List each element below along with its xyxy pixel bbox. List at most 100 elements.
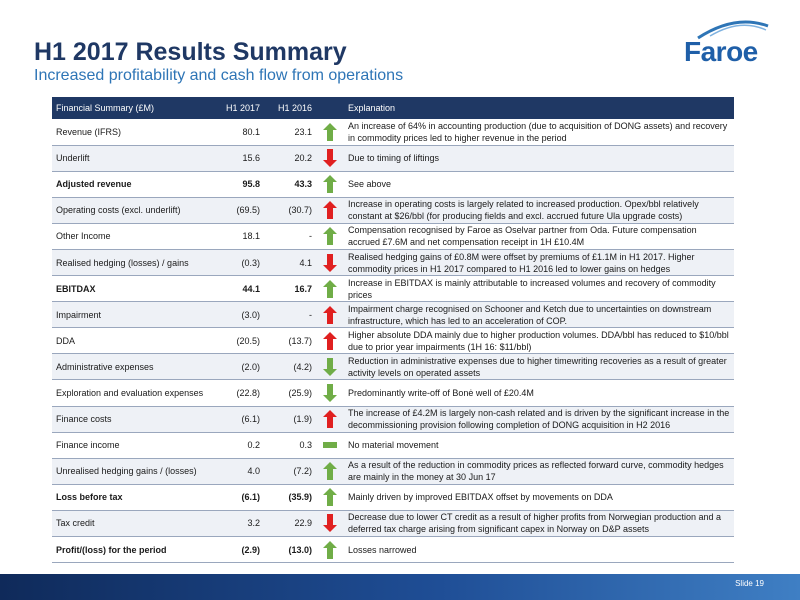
table-row: Loss before tax (6.1) (35.9) Mainly driven … [52, 484, 734, 511]
row-label: Underlift [52, 145, 212, 172]
arrow-up-icon [323, 201, 337, 220]
row-label: DDA [52, 327, 212, 355]
value-h1-2017: (20.5) [212, 327, 264, 355]
change-indicator [316, 432, 344, 459]
row-label: Impairment [52, 301, 212, 329]
table-row: Adjusted revenue 95.8 43.3 See above [52, 171, 734, 198]
page-subtitle: Increased profitability and cash flow fr… [34, 67, 404, 84]
row-explanation: As a result of the reduction in commodit… [344, 458, 734, 485]
change-indicator [316, 353, 344, 381]
row-explanation: No material movement [344, 432, 734, 459]
row-label: Adjusted revenue [52, 171, 212, 198]
row-explanation: Decrease due to lower CT credit as a res… [344, 510, 734, 538]
financial-summary-table: Financial Summary (£M) H1 2017 H1 2016 E… [52, 97, 734, 564]
value-h1-2017: 0.2 [212, 432, 264, 459]
change-indicator [316, 197, 344, 224]
change-indicator [316, 171, 344, 198]
row-label: Other Income [52, 223, 212, 250]
row-label: Exploration and evaluation expenses [52, 379, 212, 407]
value-h1-2016: (1.9) [264, 406, 316, 433]
arrow-up-icon [323, 279, 337, 298]
table-row: Operating costs (excl. underlift) (69.5)(… [52, 197, 734, 224]
header-financial-summary: Financial Summary (£M) [52, 97, 212, 119]
row-label: Revenue (IFRS) [52, 119, 212, 146]
row-label: Tax credit [52, 510, 212, 538]
value-h1-2016: (4.2) [264, 353, 316, 381]
change-indicator [316, 249, 344, 277]
arrow-up-icon [323, 410, 337, 429]
value-h1-2017: 44.1 [212, 275, 264, 303]
value-h1-2017: (3.0) [212, 301, 264, 329]
value-h1-2016: 22.9 [264, 510, 316, 538]
table-row: Finance costs (6.1) (1.9) The increase of £… [52, 406, 734, 433]
arrow-up-icon [323, 227, 337, 246]
slide-number: Slide 19 [735, 579, 764, 588]
row-explanation: Reduction in administrative expenses due… [344, 353, 734, 381]
row-label: Unrealised hedging gains / (losses) [52, 458, 212, 485]
row-explanation: Increase in operating costs is largely r… [344, 197, 734, 224]
table-row: Finance income 0.2 0.3 No material movement [52, 432, 734, 459]
row-label: Loss before tax [52, 484, 212, 511]
change-indicator [316, 458, 344, 485]
value-h1-2017: 18.1 [212, 223, 264, 250]
value-h1-2017: (69.5) [212, 197, 264, 224]
value-h1-2017: 95.8 [212, 171, 264, 198]
value-h1-2017: (6.1) [212, 406, 264, 433]
value-h1-2016: - [264, 301, 316, 329]
row-label: Finance income [52, 432, 212, 459]
value-h1-2017: 4.0 [212, 458, 264, 485]
row-label: Finance costs [52, 406, 212, 433]
value-h1-2017: 3.2 [212, 510, 264, 538]
arrow-down-icon [323, 253, 337, 272]
table-row: Unrealised hedging gains / (losses) 4.0 (7… [52, 458, 734, 485]
header-h1-2017: H1 2017 [212, 97, 264, 119]
table-row: Realised hedging (losses) / gains (0.3) 4.… [52, 249, 734, 277]
change-indicator [316, 484, 344, 511]
table-row: Profit/(loss) for the period (2.9) (13.0) L… [52, 536, 734, 564]
table-row: Other Income 18.1- Compensation recognised… [52, 223, 734, 250]
faroe-logo: Faroe [680, 20, 770, 72]
value-h1-2016: (7.2) [264, 458, 316, 485]
row-explanation: Mainly driven by improved EBITDAX offset… [344, 484, 734, 511]
value-h1-2016: 43.3 [264, 171, 316, 198]
table-row: Impairment (3.0) - Impairment charge recogn… [52, 301, 734, 329]
value-h1-2016: (30.7) [264, 197, 316, 224]
value-h1-2016: (13.7) [264, 327, 316, 355]
row-explanation: Impairment charge recognised on Schooner… [344, 301, 734, 329]
change-indicator [316, 379, 344, 407]
change-indicator [316, 536, 344, 564]
arrow-down-icon [323, 383, 337, 402]
page-title: H1 2017 Results Summary [34, 38, 347, 66]
value-h1-2017: (2.9) [212, 536, 264, 564]
row-label: Realised hedging (losses) / gains [52, 249, 212, 277]
row-label: EBITDAX [52, 275, 212, 303]
arrow-down-icon [323, 149, 337, 168]
value-h1-2016: 0.3 [264, 432, 316, 459]
flat-indicator-icon [323, 442, 337, 449]
value-h1-2016: (25.9) [264, 379, 316, 407]
value-h1-2016: 4.1 [264, 249, 316, 277]
arrow-up-icon [323, 540, 337, 559]
value-h1-2017: 80.1 [212, 119, 264, 146]
row-label: Administrative expenses [52, 353, 212, 381]
table-header-row: Financial Summary (£M) H1 2017 H1 2016 E… [52, 97, 734, 119]
arrow-up-icon [323, 305, 337, 324]
value-h1-2017: (2.0) [212, 353, 264, 381]
table-row: DDA (20.5) (13.7) Higher absolute DDA mainl… [52, 327, 734, 355]
value-h1-2016: - [264, 223, 316, 250]
value-h1-2016: 20.2 [264, 145, 316, 172]
arrow-up-icon [323, 331, 337, 350]
change-indicator [316, 119, 344, 146]
row-explanation: Compensation recognised by Faroe as Osel… [344, 223, 734, 250]
header-h1-2016: H1 2016 [264, 97, 316, 119]
header-explanation: Explanation [344, 97, 734, 119]
value-h1-2017: 15.6 [212, 145, 264, 172]
change-indicator [316, 145, 344, 172]
row-label: Profit/(loss) for the period [52, 536, 212, 564]
row-explanation: Losses narrowed [344, 536, 734, 564]
row-explanation: Realised hedging gains of £0.8M were off… [344, 249, 734, 277]
logo-text: Faroe [684, 36, 758, 67]
row-explanation: Predominantly write-off of Bonė well of … [344, 379, 734, 407]
value-h1-2016: (35.9) [264, 484, 316, 511]
arrow-up-icon [323, 175, 337, 194]
